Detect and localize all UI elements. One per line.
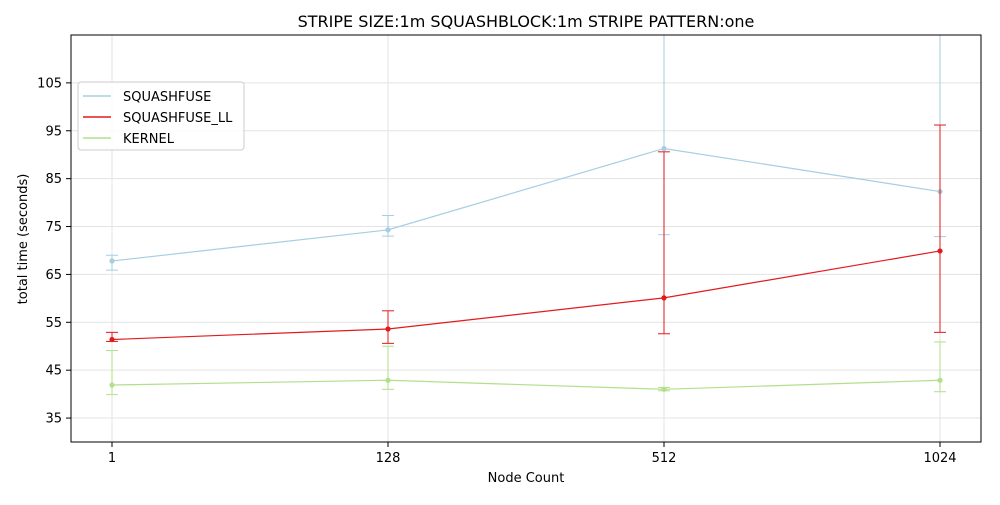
y-tick-label: 65 — [45, 268, 62, 283]
x-tick-label: 512 — [652, 451, 677, 466]
chart-title: STRIPE SIZE:1m SQUASHBLOCK:1m STRIPE PAT… — [298, 12, 755, 31]
series-layer — [106, 35, 946, 396]
data-point — [937, 248, 943, 254]
legend-box — [77, 81, 245, 151]
data-point — [661, 145, 667, 152]
legend: SQUASHFUSE SQUASHFUSE_LL KERNEL — [77, 81, 245, 151]
data-point — [661, 295, 667, 301]
data-point — [937, 377, 943, 383]
y-tick-label: 45 — [45, 364, 62, 379]
series-squashfuse-ll — [106, 124, 946, 344]
x-tick-label: 1024 — [923, 451, 956, 466]
data-point — [109, 336, 115, 343]
y-tick-label: 85 — [45, 172, 62, 187]
series-line — [111, 250, 941, 341]
y-tick-label: 35 — [45, 412, 62, 427]
y-axis-label: total time (seconds) — [16, 174, 31, 305]
y-tick-label: 55 — [45, 316, 62, 331]
data-point — [385, 377, 391, 383]
y-tick-label: 105 — [37, 76, 62, 91]
series-line — [111, 147, 941, 262]
x-tick-label: 1 — [108, 451, 116, 466]
y-tick-label: 95 — [45, 124, 62, 139]
series-kernel — [106, 341, 946, 396]
data-point — [385, 227, 391, 233]
series-line — [111, 379, 941, 390]
x-axis: 1 128 512 1024 — [108, 442, 957, 466]
x-tick-label: 128 — [376, 451, 401, 466]
plot-frame — [70, 34, 982, 443]
data-point — [385, 326, 391, 332]
legend-label: KERNEL — [123, 132, 175, 147]
y-axis: 35 45 55 65 75 85 95 105 — [37, 76, 71, 427]
data-point — [661, 386, 667, 392]
x-axis-label: Node Count — [488, 471, 565, 486]
legend-label: SQUASHFUSE — [123, 90, 211, 105]
data-point — [109, 258, 115, 264]
data-point — [109, 382, 115, 388]
legend-label: SQUASHFUSE_LL — [123, 111, 233, 126]
y-tick-label: 75 — [45, 220, 62, 235]
